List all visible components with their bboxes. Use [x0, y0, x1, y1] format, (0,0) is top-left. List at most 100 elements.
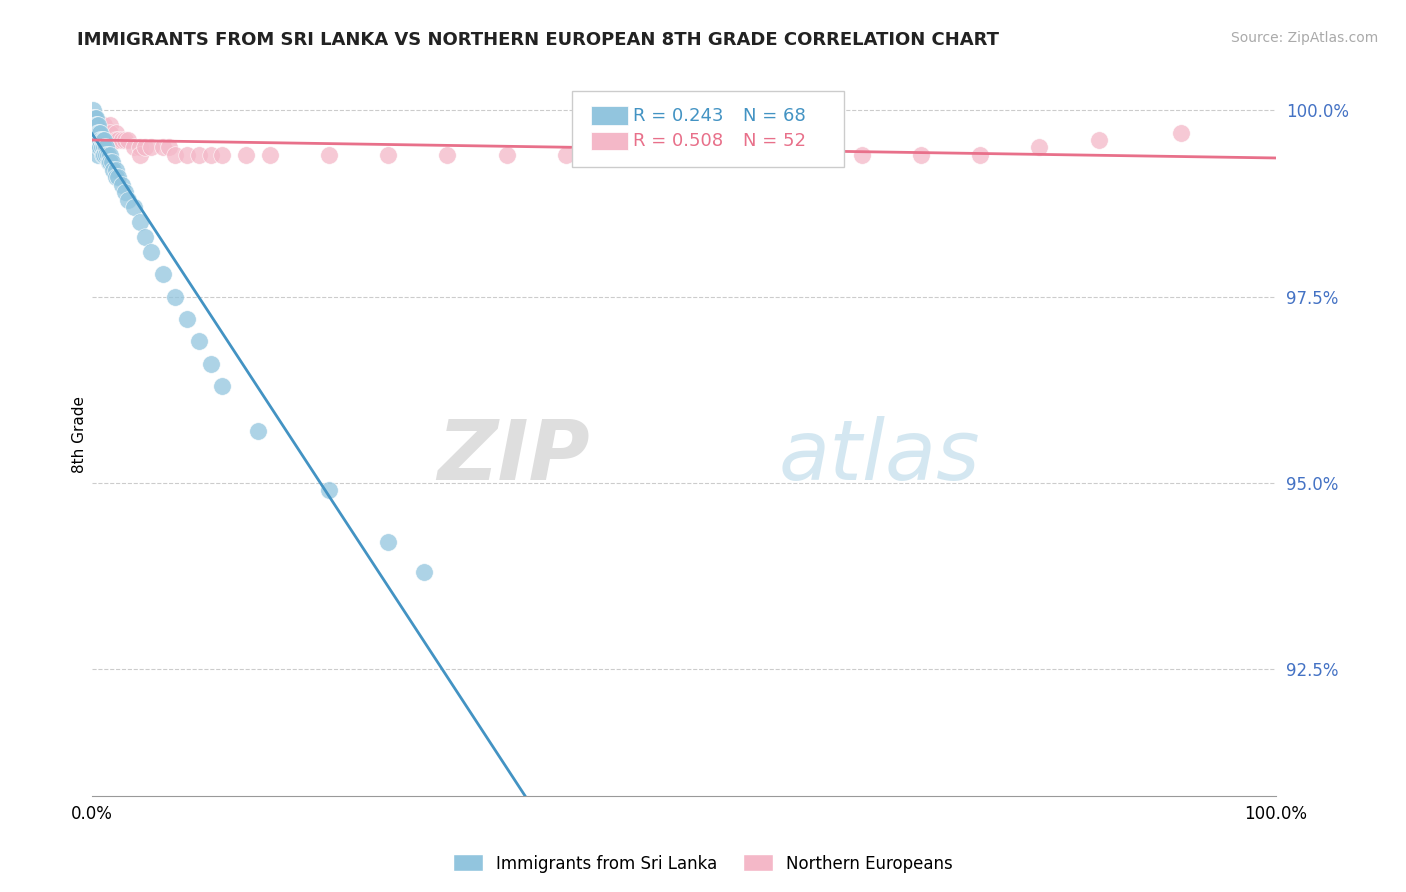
Point: [87, 126, 110, 140]
Text: R = 0.243: R = 0.243: [633, 107, 724, 125]
Point: [97, 126, 120, 140]
Point: [104, 126, 127, 140]
Point: [87, 133, 110, 147]
Point: [104, 170, 127, 185]
Point: [96, 126, 118, 140]
Point: [97, 155, 120, 169]
Point: [910, 148, 932, 162]
Point: [90, 126, 112, 140]
Point: [91, 126, 114, 140]
Point: [83, 118, 105, 132]
Point: [1087, 133, 1109, 147]
Point: [851, 148, 873, 162]
Point: [91, 148, 114, 162]
Point: [733, 148, 755, 162]
Point: [107, 133, 129, 147]
Point: [82, 103, 104, 118]
Point: [89, 140, 111, 154]
Point: [84, 126, 107, 140]
Point: [613, 148, 636, 162]
Point: [93, 148, 115, 162]
Point: [82, 126, 104, 140]
Point: [98, 148, 121, 162]
Point: [259, 148, 281, 162]
Point: [200, 357, 222, 371]
Point: [1170, 126, 1192, 140]
Point: [84, 111, 107, 125]
Point: [87, 118, 110, 132]
Point: [89, 126, 111, 140]
Point: [122, 200, 145, 214]
Point: [318, 483, 340, 498]
Point: [187, 148, 209, 162]
Point: [114, 133, 136, 147]
Point: [128, 215, 150, 229]
Point: [89, 133, 111, 147]
Point: [90, 140, 112, 154]
Point: [176, 148, 198, 162]
Point: [412, 566, 434, 580]
Point: [82, 111, 104, 125]
Point: [89, 126, 111, 140]
FancyBboxPatch shape: [591, 106, 628, 125]
Point: [82, 111, 104, 125]
Legend: Immigrants from Sri Lanka, Northern Europeans: Immigrants from Sri Lanka, Northern Euro…: [447, 847, 959, 880]
Point: [93, 126, 115, 140]
Point: [792, 148, 814, 162]
Point: [83, 118, 105, 132]
Point: [318, 148, 340, 162]
Text: R = 0.508: R = 0.508: [633, 132, 723, 150]
Point: [86, 126, 108, 140]
Point: [83, 126, 105, 140]
Point: [122, 140, 145, 154]
Point: [93, 140, 115, 154]
Point: [82, 118, 104, 132]
Point: [93, 118, 115, 132]
Point: [377, 535, 399, 549]
Point: [165, 289, 187, 303]
Point: [83, 111, 105, 125]
Point: [90, 133, 112, 147]
Point: [107, 170, 129, 185]
Point: [673, 148, 696, 162]
Point: [103, 162, 125, 177]
Point: [84, 140, 107, 154]
Point: [84, 133, 107, 147]
Point: [89, 126, 111, 140]
FancyBboxPatch shape: [591, 131, 628, 151]
Point: [377, 148, 399, 162]
Point: [96, 148, 118, 162]
Point: [1028, 140, 1050, 154]
Point: [87, 140, 110, 154]
Point: [97, 148, 120, 162]
Point: [134, 230, 156, 244]
Point: [211, 148, 233, 162]
Text: N = 52: N = 52: [744, 132, 806, 150]
Point: [89, 118, 111, 132]
Point: [87, 118, 110, 132]
Point: [83, 111, 105, 125]
Y-axis label: 8th Grade: 8th Grade: [72, 396, 87, 473]
Point: [89, 140, 111, 154]
Point: [104, 162, 127, 177]
Point: [211, 379, 233, 393]
Point: [176, 311, 198, 326]
Point: [246, 424, 269, 438]
Text: N = 68: N = 68: [744, 107, 806, 125]
Point: [141, 140, 163, 154]
Point: [128, 148, 150, 162]
Point: [969, 148, 991, 162]
Point: [152, 267, 174, 281]
Point: [86, 140, 108, 154]
Point: [84, 126, 107, 140]
Point: [200, 148, 222, 162]
Point: [134, 140, 156, 154]
Point: [111, 133, 134, 147]
Point: [152, 140, 174, 154]
Text: IMMIGRANTS FROM SRI LANKA VS NORTHERN EUROPEAN 8TH GRADE CORRELATION CHART: IMMIGRANTS FROM SRI LANKA VS NORTHERN EU…: [77, 31, 1000, 49]
Point: [96, 140, 118, 154]
Point: [128, 140, 150, 154]
Point: [98, 118, 121, 132]
Point: [157, 140, 180, 154]
Text: ZIP: ZIP: [437, 416, 589, 497]
